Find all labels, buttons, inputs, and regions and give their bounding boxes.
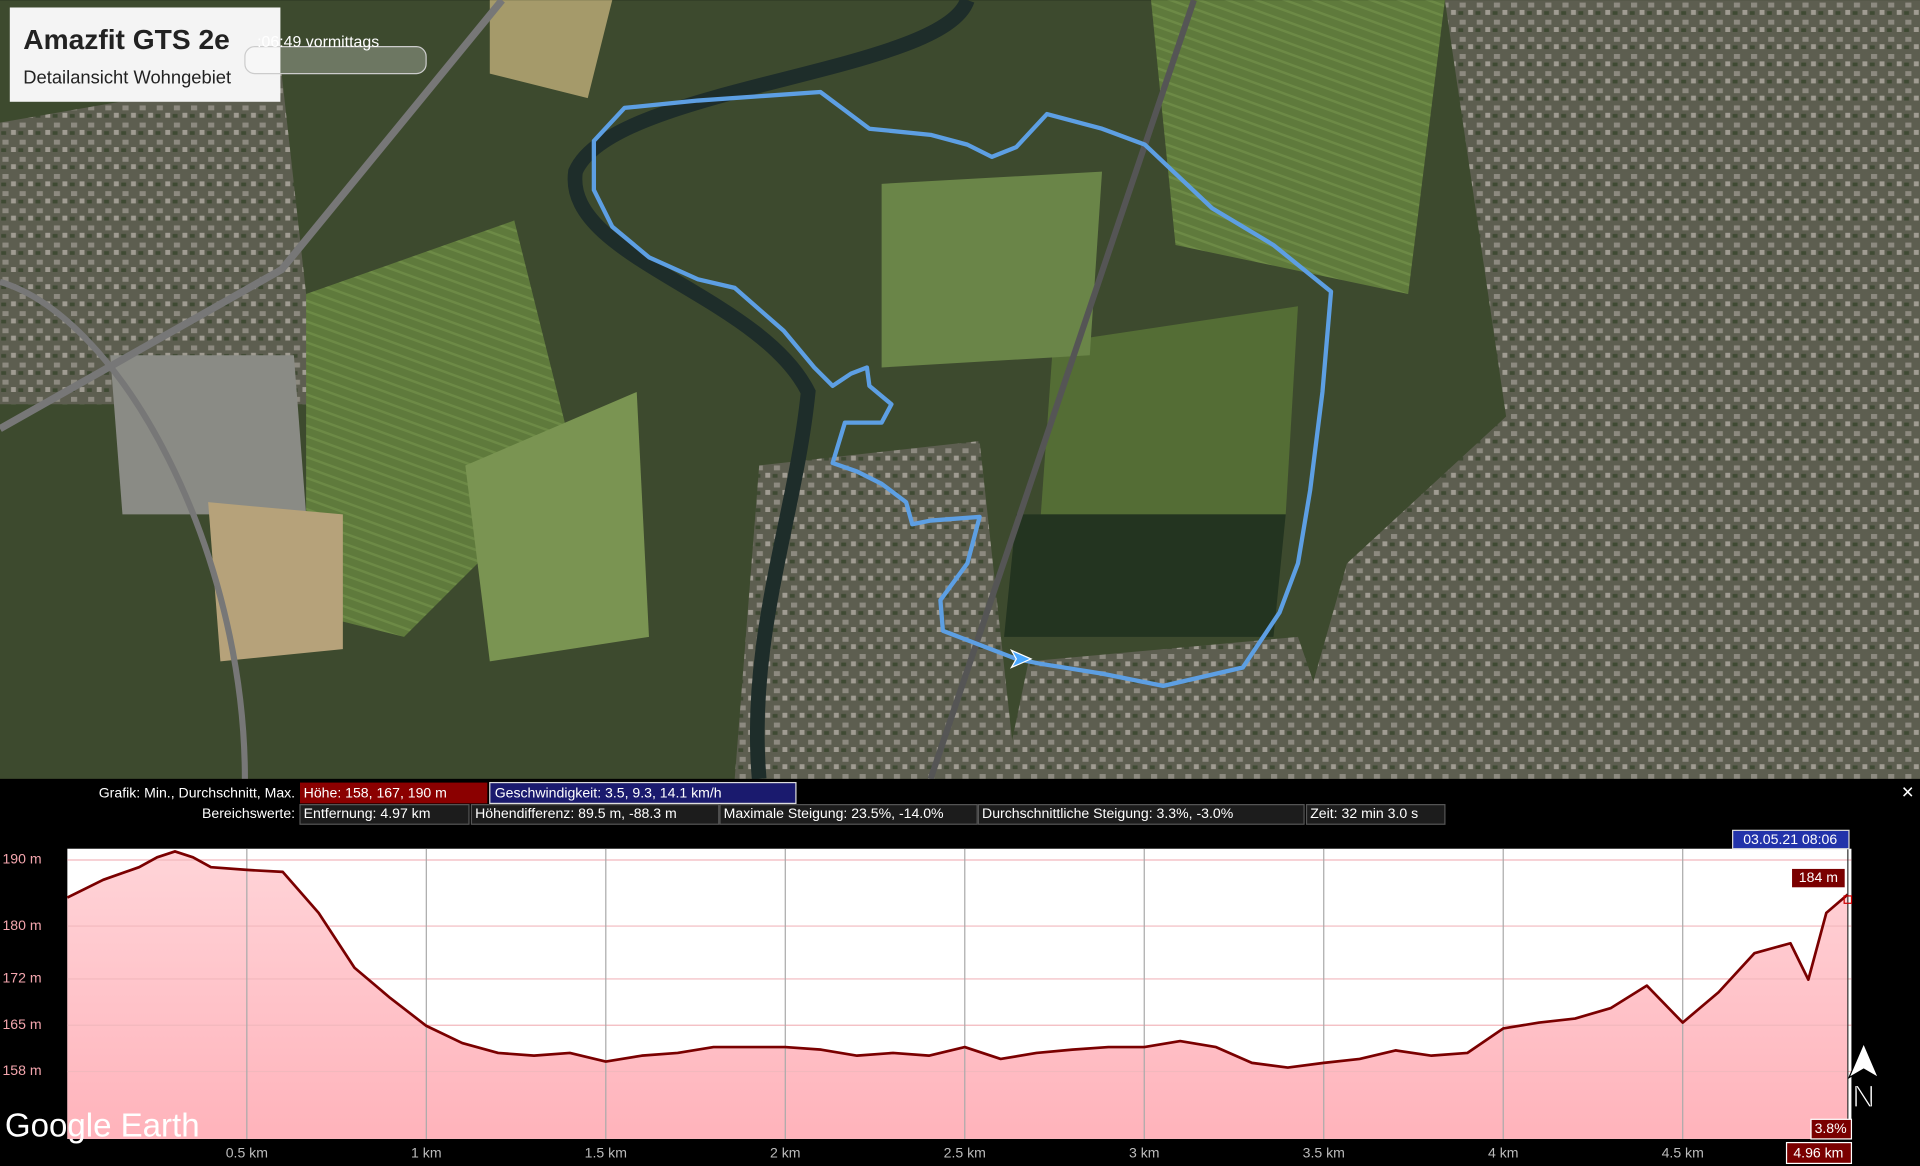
river [567,0,975,780]
speed-summary: Geschwindigkeit: 3.5, 9.3, 14.1 km/h [495,784,722,800]
field [489,0,613,99]
highway [0,0,505,432]
elevation-line [66,850,1849,1069]
title-box [9,7,281,102]
x-tick-label: 3.5 km [1303,1144,1345,1160]
elevation-summary: Höhe: 158, 167, 190 m [304,784,447,800]
y-tick-label: 158 m [2,1062,41,1078]
x-tick-label: 2 km [770,1144,801,1160]
y-tick-label: 165 m [2,1016,41,1032]
attribution: Google Earth [5,1108,200,1145]
x-tick-label: 4 km [1488,1144,1519,1160]
compass-label: N [1852,1078,1875,1114]
map-subtitle: Detailansicht Wohngebiet [23,66,231,87]
x-tick-label: 1 km [411,1144,442,1160]
range-value: Höhendifferenz: 89.5 m, -88.3 m [475,805,677,821]
x-tick-label: 0.5 km [226,1144,268,1160]
value-box [1790,867,1846,889]
date-box [1732,829,1850,850]
cursor-distance: 4.96 km [1793,1144,1843,1160]
x-tick-label: 4.5 km [1662,1144,1704,1160]
range-values: Entfernung: 4.97 km Höhendifferenz: 89.5 … [299,804,1446,825]
x-tick-label: 2.5 km [944,1144,986,1160]
range-value: Zeit: 32 min 3.0 s [1310,805,1418,821]
y-tick-label: 172 m [2,970,41,986]
x-tick-label: 3 km [1129,1144,1160,1160]
range-box [977,804,1305,825]
highway [0,278,248,779]
field [881,171,1103,368]
industrial-area [110,355,307,515]
field [1040,306,1298,515]
railway [927,0,1197,780]
y-tick-label: 190 m [2,851,41,867]
map[interactable]: :06:49 vormittags Amazfit GTS 2e Detaila… [0,0,1920,780]
close-button[interactable]: × [1902,781,1914,804]
elevation-area [67,851,1848,1139]
position-marker [1009,649,1033,669]
speed-box[interactable] [489,781,797,805]
elevation-chart: 190 m 180 m 172 m 165 m 158 m 0.5 km 1 km 1.5 k… [2,829,1853,1165]
field [465,391,649,662]
cursor-date: 03.05.21 08:06 [1743,831,1837,847]
compass-arrow[interactable] [1847,1041,1880,1080]
cursor-value: 184 m [1799,869,1838,885]
forest [1004,514,1286,637]
field [1151,0,1445,295]
range-box [719,804,978,825]
x-tick-label: 1.5 km [585,1144,627,1160]
profile-panel: Grafik: Min., Durchschnitt, Max. Höhe: 1… [0,778,1920,1166]
cursor-point [1843,895,1853,904]
range-box [1305,804,1446,825]
slope-box [1810,1118,1853,1140]
town-area [1285,0,1920,779]
field [208,502,343,662]
graph-label: Grafik: Min., Durchschnitt, Max. [99,784,295,800]
town-area [0,73,319,405]
y-tick-label: 180 m [2,917,41,933]
elevation-box[interactable] [300,782,488,804]
time-overlay: :06:49 vormittags [257,34,379,51]
time-slider[interactable] [244,46,427,75]
range-box [299,804,470,825]
route [591,89,1334,688]
range-label: Bereichswerte: [202,805,295,821]
range-value: Entfernung: 4.97 km [304,805,431,821]
cursor-slope: 3.8% [1815,1120,1848,1136]
distance-box [1785,1141,1853,1165]
range-box [470,804,720,825]
range-value: Maximale Steigung: 23.5%, -14.0% [724,805,944,821]
range-value: Durchschnittliche Steigung: 3.3%, -3.0% [982,805,1234,821]
town-area [734,440,1017,779]
map-title: Amazfit GTS 2e [23,24,230,55]
